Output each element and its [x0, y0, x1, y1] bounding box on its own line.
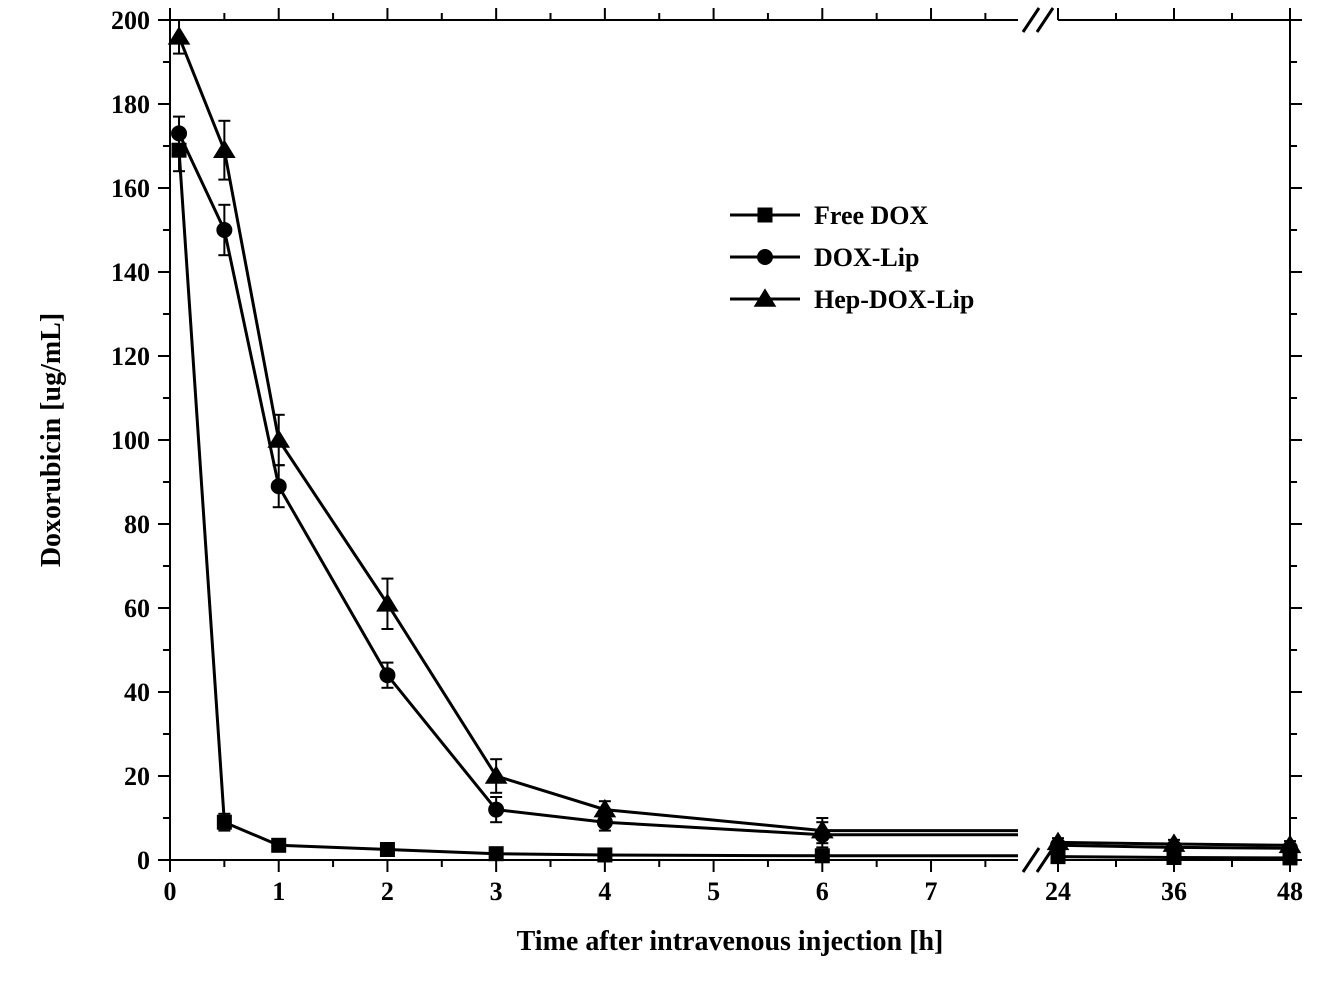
series-hep_dox_lip	[169, 20, 1301, 853]
y-tick-label: 60	[124, 594, 150, 623]
x-tick-label: 5	[707, 877, 720, 906]
series-free_dox	[172, 129, 1297, 865]
y-axis-label: Doxorubicin [ug/mL]	[36, 313, 67, 567]
legend-label: DOX-Lip	[814, 243, 919, 272]
y-tick-label: 80	[124, 510, 150, 539]
x-tick-label: 3	[490, 877, 503, 906]
series-group	[169, 20, 1301, 865]
x-tick-label: 36	[1161, 877, 1187, 906]
x-tick-label: 1	[272, 877, 285, 906]
y-tick-label: 200	[111, 6, 150, 35]
x-axis-label: Time after intravenous injection [h]	[517, 926, 944, 957]
x-tick-label: 4	[598, 877, 611, 906]
y-tick-label: 40	[124, 678, 150, 707]
y-tick-label: 20	[124, 762, 150, 791]
chart-svg: 0 20 40 60 80 100 120 140 160 180 200 0 1 2 3 4 5 6 7 24 36 4…	[0, 0, 1331, 985]
x-tick-label: 7	[925, 877, 938, 906]
legend-label: Hep-DOX-Lip	[814, 285, 974, 314]
y-tick-label: 180	[111, 90, 150, 119]
y-tick-label: 0	[137, 846, 150, 875]
pk-line-chart: 0 20 40 60 80 100 120 140 160 180 200 0 1 2 3 4 5 6 7 24 36 4…	[0, 0, 1331, 985]
x-tick-label: 48	[1277, 877, 1303, 906]
x-tick-label: 6	[816, 877, 829, 906]
series-dox_lip	[172, 117, 1298, 856]
x-tick-label: 24	[1045, 877, 1071, 906]
y-tick-label: 100	[111, 426, 150, 455]
legend-label: Free DOX	[814, 201, 929, 230]
y-tick-label: 140	[111, 258, 150, 287]
legend: Free DOX DOX-Lip Hep-DOX-Lip	[730, 201, 974, 314]
y-tick-label: 160	[111, 174, 150, 203]
x-tick-label: 0	[164, 877, 177, 906]
y-tick-label: 120	[111, 342, 150, 371]
x-tick-label: 2	[381, 877, 394, 906]
